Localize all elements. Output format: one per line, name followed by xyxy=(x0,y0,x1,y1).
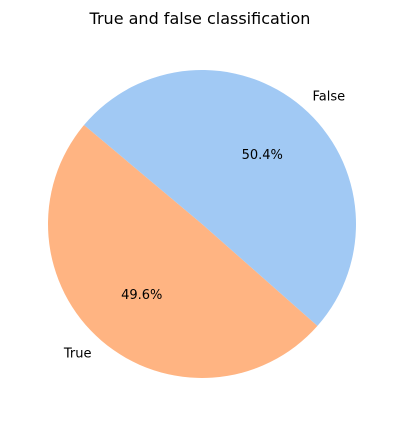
slice-label-false: False xyxy=(313,90,346,105)
chart-title: True and false classification xyxy=(89,9,311,28)
pie-labels: True 49.6% False 50.4% xyxy=(63,90,345,362)
slice-percent-true: 49.6% xyxy=(121,288,162,303)
pie-slice-true xyxy=(48,125,318,378)
pie-slice-false xyxy=(84,69,357,326)
slice-label-true: True xyxy=(63,346,92,361)
slice-percent-false: 50.4% xyxy=(242,148,283,163)
pie-slices xyxy=(48,69,357,378)
